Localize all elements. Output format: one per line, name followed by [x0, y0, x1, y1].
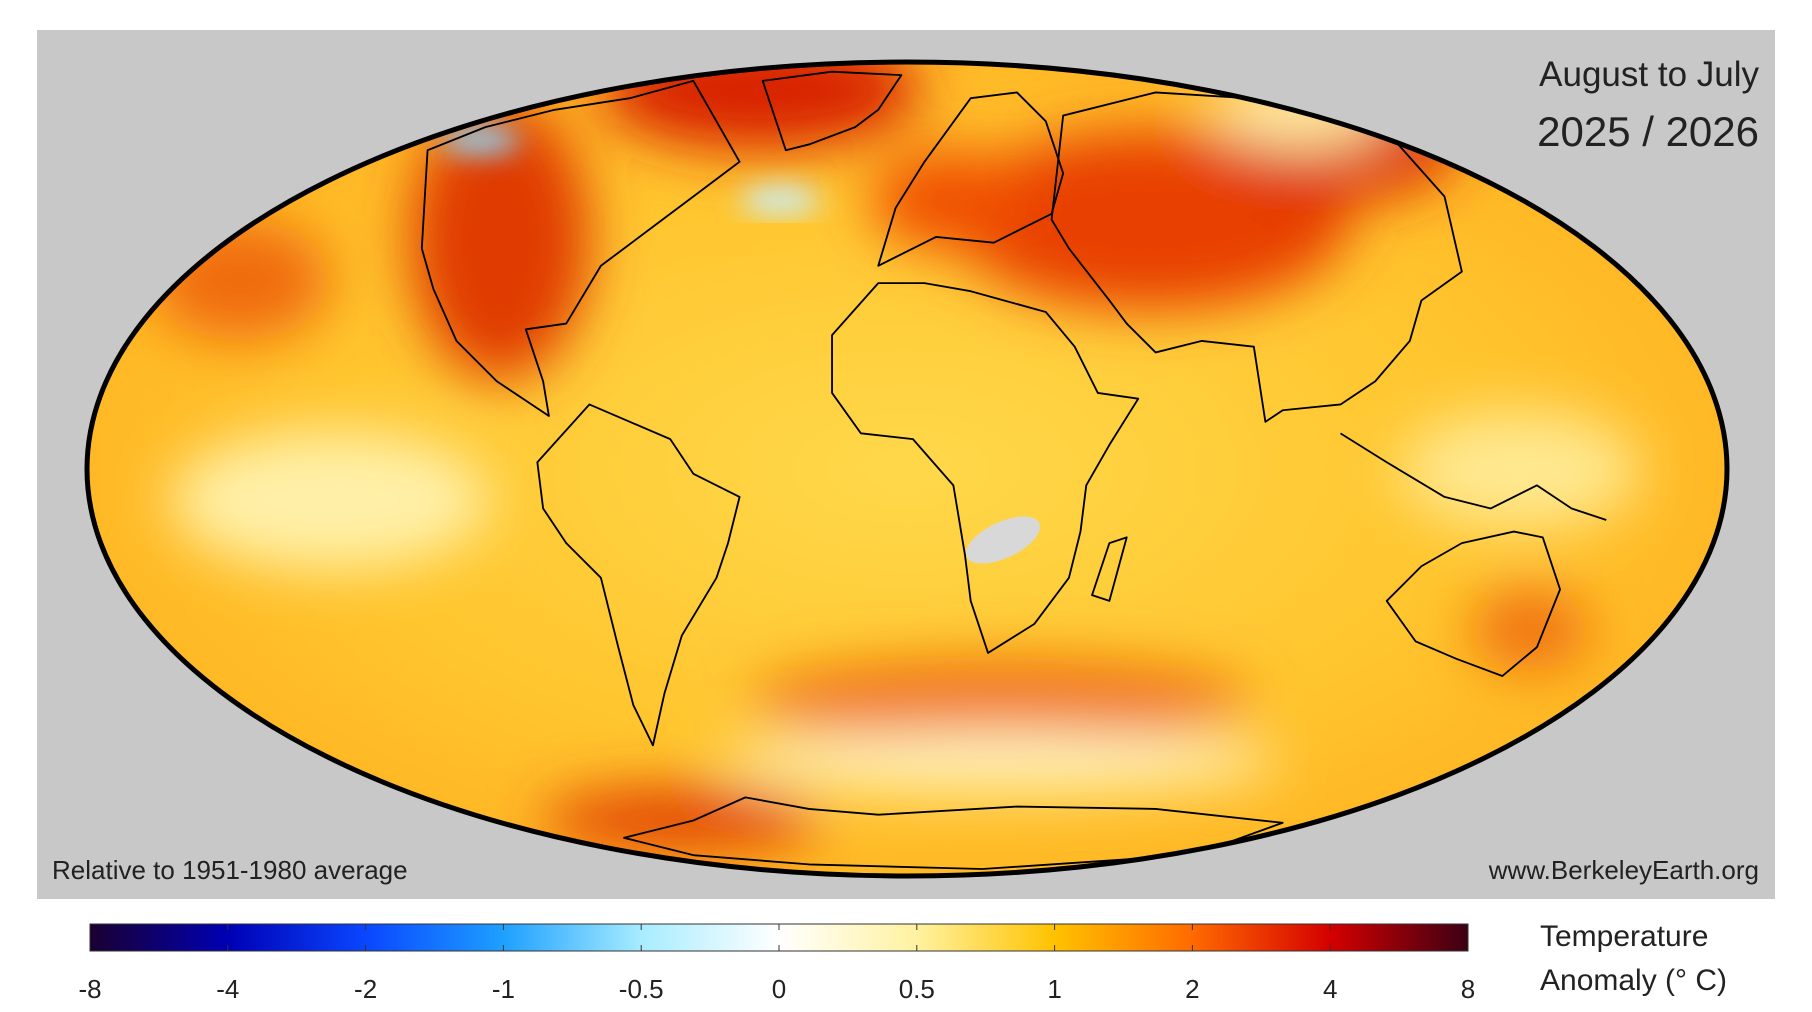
- colorbar-tick-label: -4: [216, 974, 239, 1004]
- colorbar-tick-label: 2: [1185, 974, 1199, 1004]
- colorbar-tick-label: 0: [772, 974, 786, 1004]
- years-label: 2025 / 2026: [1537, 108, 1759, 155]
- coastlines: [420, 70, 1607, 870]
- colorbar-tick-label: 8: [1461, 974, 1475, 1004]
- temperature-field: [87, 62, 1727, 876]
- colorbar-tick-label: 0.5: [899, 974, 935, 1004]
- colorbar-tick-label: 1: [1047, 974, 1061, 1004]
- baseline-note: Relative to 1951-1980 average: [52, 855, 408, 885]
- colorbar-label: Anomaly (° C): [1540, 964, 1727, 997]
- colorbar-label: Temperature: [1540, 920, 1708, 953]
- source-note: www.BerkeleyEarth.org: [1488, 855, 1759, 885]
- globe-outline: [84, 59, 1730, 879]
- colorbar-tick-label: -8: [78, 974, 101, 1004]
- colorbar-tick-label: 4: [1323, 974, 1337, 1004]
- colorbar-tick-label: -2: [354, 974, 377, 1004]
- period-label: August to July: [1539, 55, 1759, 94]
- colorbar-tick-label: -0.5: [619, 974, 664, 1004]
- colorbar-tick-label: -1: [492, 974, 515, 1004]
